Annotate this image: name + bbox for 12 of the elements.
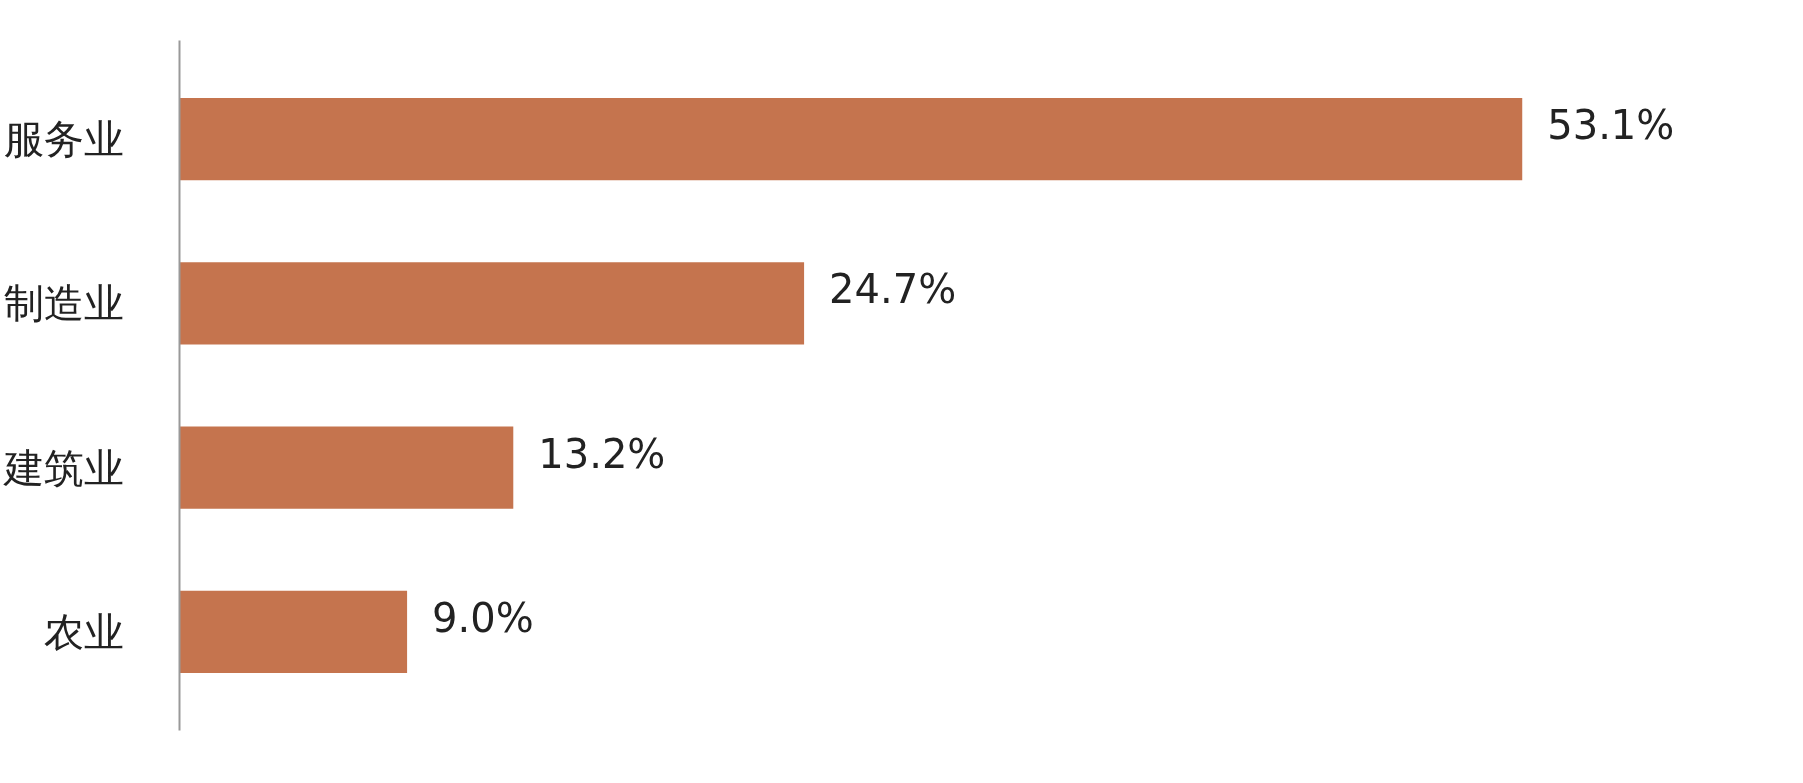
bar <box>179 98 1523 181</box>
data-label: 9.0% <box>432 594 534 641</box>
data-label: 24.7% <box>829 266 957 313</box>
y-tick-label: 制造业 <box>3 280 124 327</box>
y-tick-label: 农业 <box>43 608 124 655</box>
data-label: 13.2% <box>538 430 666 477</box>
y-tick-label: 服务业 <box>3 116 124 163</box>
bar <box>179 426 514 509</box>
bar <box>179 262 805 345</box>
y-tick-label: 建筑业 <box>2 444 124 491</box>
data-label: 53.1% <box>1547 102 1675 149</box>
bar <box>179 590 408 673</box>
